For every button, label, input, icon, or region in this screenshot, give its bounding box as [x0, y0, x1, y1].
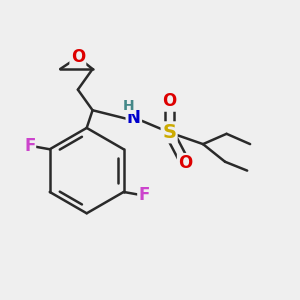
Text: O: O — [71, 48, 85, 66]
Text: O: O — [162, 92, 176, 110]
Text: H: H — [123, 99, 134, 113]
Text: S: S — [162, 123, 176, 142]
Text: N: N — [127, 109, 141, 127]
Text: F: F — [24, 137, 35, 155]
Text: F: F — [138, 186, 149, 204]
Text: O: O — [178, 154, 193, 172]
